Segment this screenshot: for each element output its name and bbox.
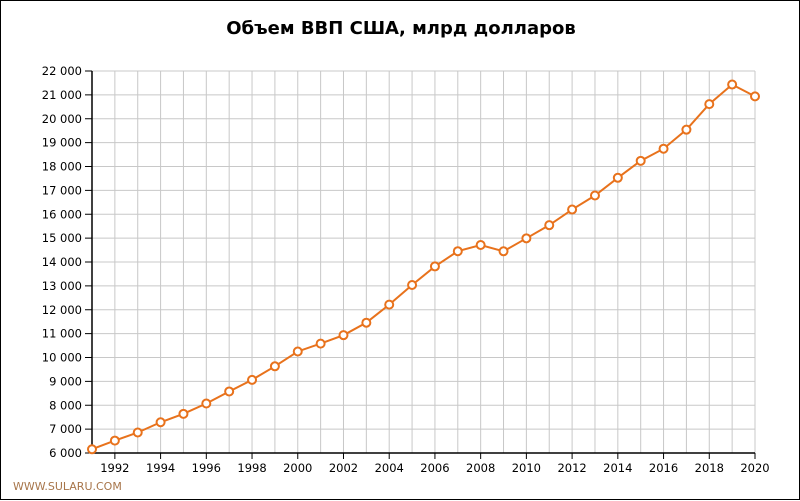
- y-axis-tick-label: 9 000: [49, 374, 82, 388]
- data-point-marker: [521, 233, 532, 244]
- x-axis-tick-label: 2008: [466, 461, 495, 475]
- x-axis-tick-label: 1992: [100, 461, 129, 475]
- x-axis-tick-label: 2002: [329, 461, 358, 475]
- data-point-marker: [544, 220, 555, 231]
- x-axis-tick-label: 2014: [603, 461, 632, 475]
- data-point-marker: [727, 79, 738, 90]
- data-line: [91, 83, 756, 451]
- x-axis-tick-label: 2012: [557, 461, 586, 475]
- data-point-marker: [658, 143, 669, 154]
- x-axis-tick-label: 1994: [146, 461, 175, 475]
- data-point-marker: [589, 190, 600, 201]
- y-axis-tick-label: 13 000: [42, 279, 82, 293]
- data-point-marker: [109, 435, 120, 446]
- y-axis-tick-label: 21 000: [42, 88, 82, 102]
- data-point-marker: [224, 386, 235, 397]
- x-axis-tick-label: 2018: [695, 461, 724, 475]
- data-point-marker: [407, 279, 418, 290]
- y-axis-tick-label: 17 000: [42, 183, 82, 197]
- y-axis-tick-label: 20 000: [42, 112, 82, 126]
- x-axis-tick-label: 2006: [420, 461, 449, 475]
- data-point-marker: [384, 299, 395, 310]
- data-point-marker: [429, 261, 440, 272]
- data-point-marker: [338, 330, 349, 341]
- data-point-marker: [269, 361, 280, 372]
- data-point-marker: [681, 124, 692, 135]
- y-axis-tick-label: 19 000: [42, 136, 82, 150]
- y-axis-tick-label: 12 000: [42, 303, 82, 317]
- y-axis-tick-label: 22 000: [42, 64, 82, 78]
- data-point-marker: [498, 246, 509, 257]
- data-point-marker: [452, 246, 463, 257]
- watermark-link[interactable]: WWW.SULARU.COM: [13, 480, 122, 493]
- data-point-marker: [704, 99, 715, 110]
- y-axis-tick-label: 18 000: [42, 160, 82, 174]
- y-axis-tick-label: 16 000: [42, 207, 82, 221]
- data-point-marker: [567, 204, 578, 215]
- data-point-marker: [155, 417, 166, 428]
- data-point-marker: [178, 408, 189, 419]
- y-axis-tick-label: 14 000: [42, 255, 82, 269]
- data-point-marker: [292, 346, 303, 357]
- y-axis-tick-label: 10 000: [42, 351, 82, 365]
- y-axis-tick-label: 11 000: [42, 327, 82, 341]
- data-point-marker: [87, 444, 97, 455]
- data-point-marker: [612, 172, 623, 183]
- data-point-marker: [635, 155, 646, 166]
- data-point-marker: [475, 239, 486, 250]
- x-axis-tick-label: 2020: [740, 461, 769, 475]
- chart-title: Объем ВВП США, млрд долларов: [226, 18, 576, 39]
- x-axis-tick-label: 1996: [192, 461, 221, 475]
- x-axis-tick-label: 2004: [375, 461, 404, 475]
- y-axis-tick-label: 7 000: [49, 422, 82, 436]
- x-axis-tick-label: 2000: [283, 461, 312, 475]
- x-axis-tick-label: 2010: [512, 461, 541, 475]
- y-axis-tick-label: 8 000: [49, 398, 82, 412]
- x-axis-tick-label: 1998: [237, 461, 266, 475]
- data-point-marker: [315, 338, 326, 349]
- data-point-marker: [247, 374, 258, 385]
- y-axis-tick-label: 15 000: [42, 231, 82, 245]
- data-point-marker: [361, 317, 372, 328]
- data-point-marker: [750, 91, 760, 102]
- data-point-marker: [201, 398, 212, 409]
- data-point-marker: [132, 427, 143, 438]
- y-axis-tick-label: 6 000: [49, 446, 82, 460]
- x-axis-tick-label: 2016: [649, 461, 678, 475]
